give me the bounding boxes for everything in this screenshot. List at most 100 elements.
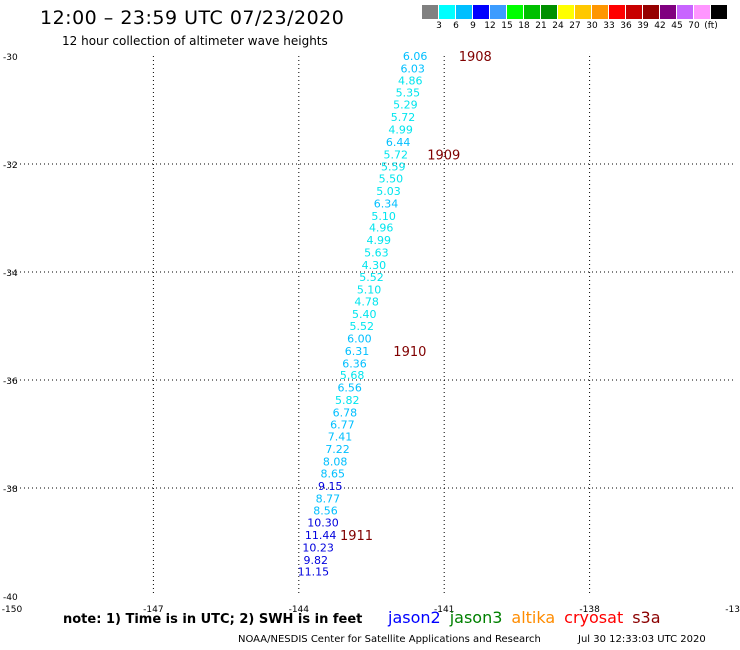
time-label: 1908 [459,50,492,65]
color-scale-label: 21 [535,21,547,31]
legend-item-altika: altika [511,608,556,627]
color-scale-label: 70 [688,21,700,31]
wave-height-value: 6.77 [330,418,355,431]
wave-height-value: 8.77 [316,492,341,505]
wave-height-value: 8.08 [323,456,348,469]
page-title: 12:00 – 23:59 UTC 07/23/2020 [40,7,345,29]
wave-height-value: 11.44 [305,529,337,542]
color-scale-label: 3 [436,21,442,31]
color-scale-labels: 3 6 9 12 15 18 21 24 27 30 33 36 39 42 45 70 (ft) [422,21,740,35]
wave-height-value: 4.30 [362,259,387,272]
wave-height-value: 5.03 [376,185,401,198]
wave-height-value: 8.56 [313,505,338,518]
color-scale-label: 27 [569,21,581,31]
time-label: 1909 [427,148,460,163]
color-scale-label: 12 [484,21,496,31]
wave-height-value: 5.52 [359,271,384,284]
lat-tick-label: -36 [3,377,18,387]
satellite-legend: jason2 jason3 altika cryosat s3a [388,608,670,627]
color-swatch [711,5,728,19]
color-swatch [575,5,592,19]
wave-height-value: 5.63 [364,247,389,260]
time-label: 1910 [393,345,426,360]
color-scale-label: 36 [620,21,632,31]
page-subtitle: 12 hour collection of altimeter wave hei… [62,34,328,48]
legend-item-jason2: jason2 [388,608,441,627]
wave-height-value: 5.72 [391,111,416,124]
wave-height-value: 9.82 [304,554,329,567]
color-swatch [643,5,660,19]
color-swatch [524,5,541,19]
lat-tick-label: -30 [3,53,18,63]
wave-height-value: 5.35 [396,87,421,100]
color-swatch [473,5,490,19]
wave-height-value: 6.06 [403,50,428,63]
wave-height-value: 6.00 [347,332,372,345]
time-label: 1911 [340,529,373,544]
color-scale-label: 30 [586,21,598,31]
lat-tick-label: -38 [3,485,18,495]
wave-height-value: 4.99 [388,123,413,136]
lat-tick-label: -40 [3,593,18,603]
wave-height-value: 10.30 [307,517,339,530]
wave-height-value: 5.59 [381,161,406,174]
wave-height-value: 10.23 [302,541,334,554]
color-scale-label: 6 [453,21,459,31]
lon-tick-label: -138 [579,605,600,615]
lon-tick-label: -13 [725,605,740,615]
wave-height-value: 6.31 [345,345,370,358]
wave-height-value: 6.34 [374,197,399,210]
color-swatch [592,5,609,19]
wave-height-value: 5.52 [350,320,375,333]
color-swatch [677,5,694,19]
color-scale-label: 45 [671,21,683,31]
color-swatch [694,5,711,19]
color-swatch [541,5,558,19]
color-swatch [439,5,456,19]
generated-timestamp: Jul 30 12:33:03 UTC 2020 [578,634,706,645]
legend-item-cryosat: cryosat [564,608,624,627]
units-note: note: 1) Time is in UTC; 2) SWH is in fe… [63,612,363,627]
color-scale [422,5,728,19]
wave-height-value: 6.56 [337,382,362,395]
color-swatch [456,5,473,19]
wave-height-value: 6.78 [333,406,358,419]
color-swatch [490,5,507,19]
wave-height-value: 5.10 [357,283,382,296]
wave-height-value: 4.96 [369,222,394,235]
wave-height-value: 5.50 [379,173,404,186]
wave-height-value: 5.72 [383,148,408,161]
color-scale-label: 42 [654,21,666,31]
wave-height-value: 8.65 [320,467,345,480]
color-scale-label: (ft) [704,21,718,31]
lat-tick-label: -32 [3,161,18,171]
credit-text: NOAA/NESDIS Center for Satellite Applica… [238,634,541,645]
color-scale-label: 33 [603,21,615,31]
lon-tick-label: -144 [289,605,310,615]
wave-height-value: 4.99 [367,234,392,247]
color-swatch [609,5,626,19]
legend-item-jason3: jason3 [449,608,503,627]
wave-height-value: 4.78 [354,296,379,309]
wave-height-value: 7.22 [325,443,350,456]
color-swatch [626,5,643,19]
wave-height-value: 11.15 [298,566,330,579]
wave-height-value: 5.68 [340,369,365,382]
color-scale-label: 9 [470,21,476,31]
wave-height-value: 5.29 [393,99,418,112]
wave-height-value: 7.41 [328,431,353,444]
lat-tick-label: -34 [3,269,18,279]
color-swatch [507,5,524,19]
wave-height-value: 5.10 [371,210,396,223]
wave-height-value: 5.40 [352,308,377,321]
wave-height-value: 9.15 [318,480,343,493]
color-scale-label: 24 [552,21,564,31]
color-swatch [660,5,677,19]
color-scale-label: 18 [518,21,530,31]
wave-height-value: 6.44 [386,136,411,149]
lon-tick-label: -141 [434,605,454,615]
color-scale-label: 39 [637,21,649,31]
wave-height-value: 6.03 [400,62,425,75]
lon-tick-label: -147 [143,605,163,615]
